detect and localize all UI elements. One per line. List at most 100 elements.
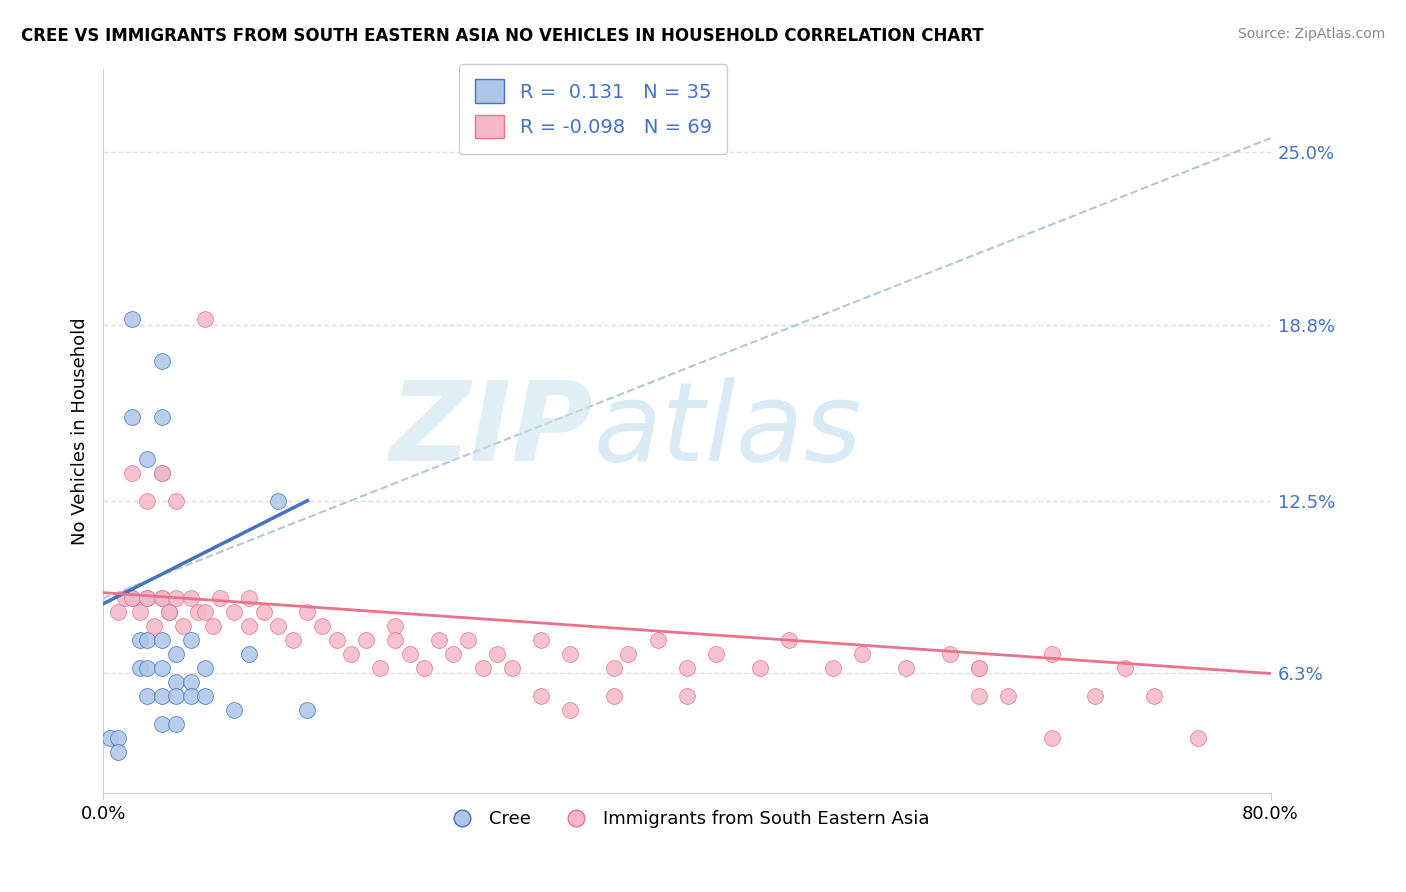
Point (821, 661, 844, 675)
Point (471, 661, 494, 675)
Point (603, 661, 626, 675)
Point (676, 689, 699, 703)
Point (107, 731, 129, 745)
Point (894, 661, 917, 675)
Point (172, 619, 194, 633)
Point (135, 591, 157, 606)
Point (325, 633, 347, 648)
Point (530, 633, 553, 648)
Point (267, 619, 290, 633)
Point (413, 661, 436, 675)
Point (150, 716, 173, 731)
Point (208, 591, 231, 606)
Point (1040, 731, 1063, 745)
Point (194, 605, 217, 619)
Point (150, 591, 173, 606)
Point (1084, 689, 1107, 703)
Point (370, 661, 392, 675)
Point (967, 661, 990, 675)
Point (384, 633, 406, 648)
Point (267, 493, 290, 508)
Point (180, 689, 202, 703)
Point (676, 661, 699, 675)
Point (704, 647, 727, 661)
Point (558, 647, 581, 661)
Legend: Cree, Immigrants from South Eastern Asia: Cree, Immigrants from South Eastern Asia (437, 803, 936, 835)
Point (150, 661, 173, 675)
Point (135, 591, 157, 606)
Point (603, 689, 626, 703)
Point (427, 633, 450, 648)
Point (297, 703, 319, 717)
Text: ZIP: ZIP (389, 377, 593, 484)
Point (384, 619, 406, 633)
Text: CREE VS IMMIGRANTS FROM SOUTH EASTERN ASIA NO VEHICLES IN HOUSEHOLD CORRELATION : CREE VS IMMIGRANTS FROM SOUTH EASTERN AS… (21, 27, 984, 45)
Point (107, 605, 129, 619)
Point (180, 591, 202, 606)
Point (967, 689, 990, 703)
Point (128, 605, 150, 619)
Point (851, 647, 873, 661)
Point (187, 605, 209, 619)
Point (143, 619, 166, 633)
Point (194, 661, 217, 675)
Point (128, 661, 150, 675)
Point (165, 674, 187, 689)
Point (114, 591, 136, 606)
Point (501, 661, 523, 675)
Point (354, 633, 377, 648)
Point (150, 633, 173, 648)
Point (967, 661, 990, 675)
Point (135, 689, 157, 703)
Point (558, 703, 581, 717)
Point (238, 591, 260, 606)
Point (238, 647, 260, 661)
Point (778, 633, 800, 648)
Point (617, 647, 640, 661)
Point (135, 633, 157, 648)
Point (281, 633, 304, 648)
Point (297, 605, 319, 619)
Point (100, 731, 122, 745)
Point (1114, 661, 1136, 675)
Point (340, 647, 363, 661)
Point (748, 661, 770, 675)
Point (997, 689, 1019, 703)
Point (311, 619, 333, 633)
Point (647, 633, 669, 648)
Point (165, 493, 187, 508)
Point (150, 466, 173, 480)
Point (398, 647, 420, 661)
Point (238, 619, 260, 633)
Point (253, 605, 276, 619)
Point (157, 605, 180, 619)
Point (150, 354, 173, 368)
Point (135, 661, 157, 675)
Point (150, 689, 173, 703)
Point (150, 466, 173, 480)
Point (180, 674, 202, 689)
Point (107, 745, 129, 759)
Point (135, 451, 157, 466)
Point (121, 591, 143, 606)
Point (150, 591, 173, 606)
Point (135, 493, 157, 508)
Point (441, 647, 464, 661)
Point (457, 633, 479, 648)
Point (938, 647, 960, 661)
Point (201, 619, 224, 633)
Point (1143, 689, 1166, 703)
Text: Source: ZipAtlas.com: Source: ZipAtlas.com (1237, 27, 1385, 41)
Point (180, 633, 202, 648)
Point (530, 689, 553, 703)
Point (224, 605, 246, 619)
Point (128, 633, 150, 648)
Point (121, 409, 143, 424)
Point (121, 466, 143, 480)
Point (194, 312, 217, 326)
Point (1040, 647, 1063, 661)
Text: atlas: atlas (593, 377, 862, 484)
Point (165, 591, 187, 606)
Point (150, 409, 173, 424)
Point (486, 647, 509, 661)
